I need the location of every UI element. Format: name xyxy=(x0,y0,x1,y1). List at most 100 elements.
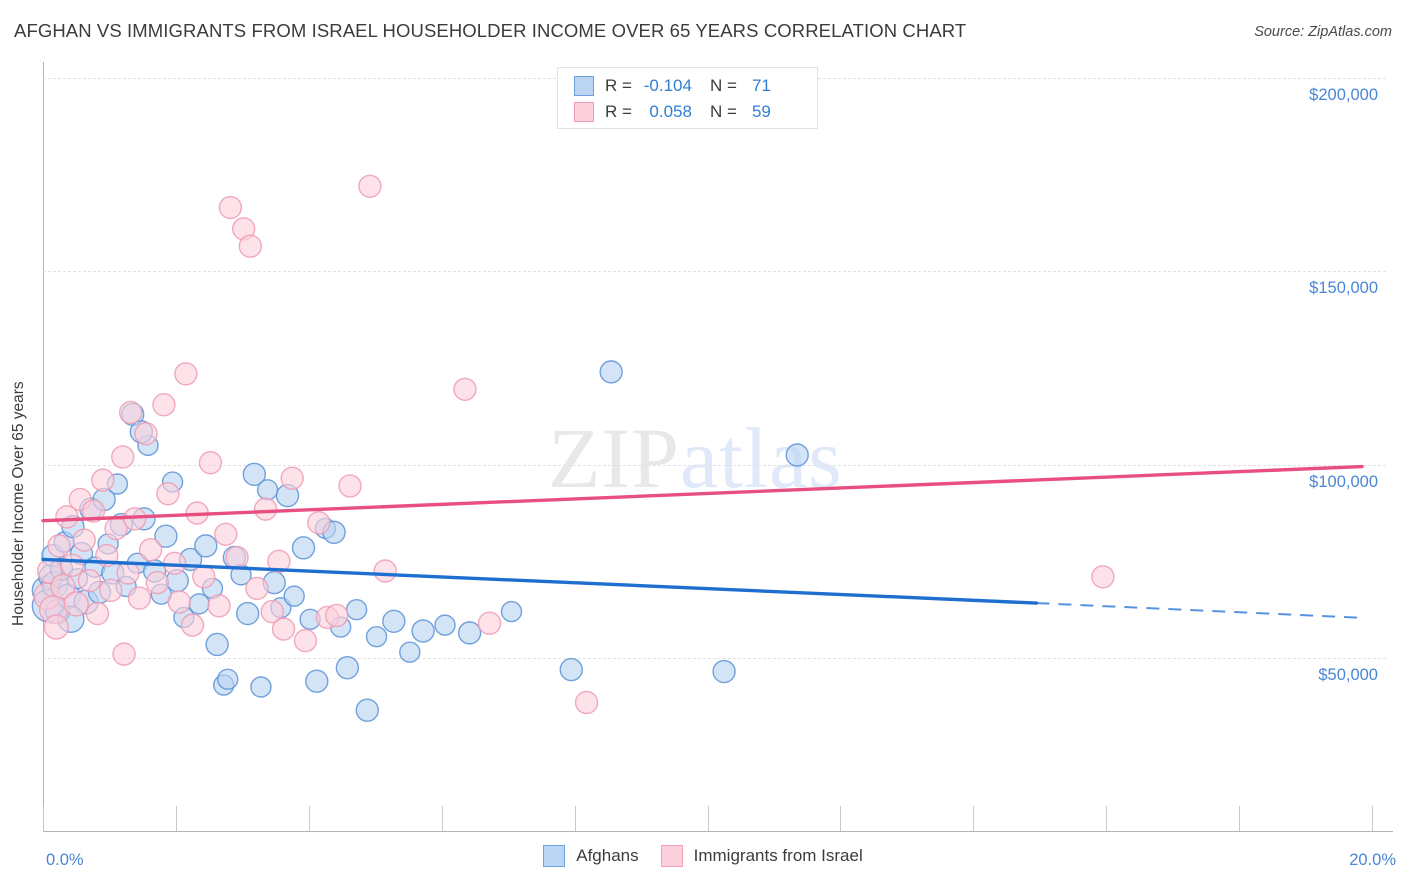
data-point xyxy=(50,573,76,600)
data-point xyxy=(250,676,272,698)
x-axis-tick xyxy=(43,806,44,831)
page-title: AFGHAN VS IMMIGRANTS FROM ISRAEL HOUSEHO… xyxy=(14,20,967,41)
series-swatch-israel-icon xyxy=(660,845,683,867)
data-point xyxy=(99,578,123,603)
data-point xyxy=(365,626,388,648)
legend-swatch-afghans-icon xyxy=(574,76,594,96)
gridline xyxy=(43,464,1386,466)
x-axis-tick xyxy=(973,806,975,831)
data-point xyxy=(111,445,135,469)
x-axis-tick xyxy=(574,806,576,831)
legend-n-label-israel: N = xyxy=(709,102,737,121)
x-axis-tick xyxy=(1106,806,1108,831)
x-axis-tick xyxy=(441,806,443,831)
data-point xyxy=(256,479,279,501)
data-point xyxy=(559,657,583,682)
data-point xyxy=(134,422,158,446)
x-axis-tick xyxy=(308,806,310,831)
data-point xyxy=(245,576,269,601)
y-axis-tick-label: $100,000 xyxy=(1309,472,1378,491)
data-point xyxy=(291,536,316,560)
stats-legend-row-israel: R = 0.058 N = 59 xyxy=(574,99,771,125)
y-axis-tick-label: $150,000 xyxy=(1309,279,1378,298)
trend-line-projection-afghans xyxy=(1036,602,1363,619)
data-point xyxy=(335,655,360,680)
data-point xyxy=(785,443,809,467)
legend-r-label-israel: R = xyxy=(605,102,632,121)
data-point xyxy=(207,594,231,618)
data-point xyxy=(305,669,329,693)
data-point xyxy=(180,613,205,637)
series-legend-item-afghans[interactable]: Afghans xyxy=(543,845,639,867)
data-point xyxy=(138,538,163,562)
data-point xyxy=(271,617,296,641)
legend-n-value-afghans: 71 xyxy=(751,76,771,95)
stats-legend: R = -0.104 N = 71 R = 0.058 N = 59 xyxy=(557,67,818,129)
data-point xyxy=(145,570,169,595)
series-legend-label-israel: Immigrants from Israel xyxy=(693,846,863,865)
y-axis-tick-label: $200,000 xyxy=(1309,86,1378,104)
data-point xyxy=(325,603,349,628)
data-point xyxy=(85,601,110,626)
data-point xyxy=(127,586,152,610)
data-point xyxy=(192,565,216,589)
data-point xyxy=(358,174,382,198)
data-point xyxy=(198,451,223,475)
data-point xyxy=(382,609,406,633)
data-point xyxy=(399,641,421,663)
y-axis-line xyxy=(43,62,44,832)
gridline xyxy=(43,271,1386,273)
data-point xyxy=(307,510,331,535)
data-point xyxy=(63,591,89,617)
data-point xyxy=(457,621,482,645)
series-legend: Afghans Immigrants from Israel xyxy=(0,845,1406,867)
x-axis-line xyxy=(43,831,1393,832)
x-axis-tick xyxy=(840,806,842,831)
data-point xyxy=(434,614,456,636)
data-point xyxy=(267,549,291,574)
data-point xyxy=(43,614,69,640)
y-axis-tick-label: $50,000 xyxy=(1318,666,1378,684)
legend-n-value-israel: 59 xyxy=(751,102,771,121)
legend-r-label-afghans: R = xyxy=(605,76,632,95)
data-point xyxy=(293,628,318,653)
data-point xyxy=(218,195,243,220)
series-legend-item-israel[interactable]: Immigrants from Israel xyxy=(660,845,863,867)
legend-n-label-afghans: N = xyxy=(709,76,737,95)
data-point xyxy=(453,377,477,401)
trend-line-afghans xyxy=(41,557,1039,605)
legend-r-value-afghans: -0.104 xyxy=(643,76,692,95)
data-point xyxy=(81,499,106,523)
series-legend-label-afghans: Afghans xyxy=(576,846,639,865)
data-point xyxy=(55,505,79,529)
data-point xyxy=(112,642,136,666)
x-axis-label-min: 0.0% xyxy=(46,851,84,869)
data-point xyxy=(1091,565,1115,589)
data-point xyxy=(345,598,368,621)
data-point xyxy=(225,545,249,570)
data-point xyxy=(411,619,435,643)
series-immigrants-from-israel xyxy=(33,174,1115,715)
data-point xyxy=(355,698,379,722)
gridline xyxy=(43,658,1386,659)
source-attribution: Source: ZipAtlas.com xyxy=(1254,24,1392,40)
data-point xyxy=(238,234,263,258)
trend-line-immigrants-from-israel xyxy=(41,464,1364,523)
data-point xyxy=(280,466,304,490)
data-point xyxy=(72,528,96,552)
data-point xyxy=(77,568,102,593)
x-axis-tick xyxy=(1372,806,1373,831)
data-point xyxy=(154,524,178,548)
data-point xyxy=(205,632,229,657)
data-point xyxy=(253,497,278,521)
data-point xyxy=(373,559,397,583)
data-point xyxy=(91,468,115,492)
data-point xyxy=(214,522,238,546)
data-point xyxy=(712,659,736,684)
data-point xyxy=(217,668,239,690)
data-point xyxy=(174,362,198,386)
data-point xyxy=(47,534,71,558)
data-point xyxy=(119,400,143,425)
